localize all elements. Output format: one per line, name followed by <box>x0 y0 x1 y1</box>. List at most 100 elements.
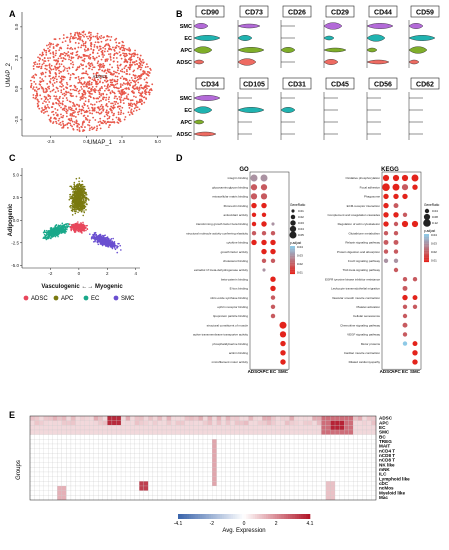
heatmap-cell <box>340 421 345 426</box>
umap-point <box>70 63 72 65</box>
umap-point <box>67 127 69 129</box>
heatmap-cell <box>217 477 222 482</box>
umap-point <box>52 90 54 92</box>
umap-point <box>129 73 131 75</box>
umap-point <box>110 84 112 86</box>
heatmap-cell <box>162 472 167 477</box>
heatmap-cell <box>71 435 76 440</box>
umap-point <box>49 119 51 121</box>
umap-point <box>145 73 147 75</box>
heatmap-cell <box>62 435 67 440</box>
trajectory-point <box>101 244 103 246</box>
umap-point <box>114 101 116 103</box>
umap-point <box>121 107 123 109</box>
heatmap-cell <box>66 458 71 463</box>
dot-row-label: Phagosome <box>364 195 380 199</box>
legend-label: ADSC <box>31 296 48 302</box>
umap-point <box>86 86 88 88</box>
umap-point <box>81 109 83 111</box>
umap-point <box>79 129 81 131</box>
heatmap-cell <box>121 467 126 472</box>
trajectory-point <box>120 249 122 251</box>
umap-point <box>113 73 115 75</box>
heatmap-cell <box>167 439 172 444</box>
umap-point <box>138 89 140 91</box>
heatmap-cell <box>253 467 258 472</box>
umap-point <box>59 63 61 65</box>
umap-point <box>41 86 43 88</box>
enrichment-dot <box>402 184 408 190</box>
umap-point <box>30 86 32 88</box>
heatmap-cell <box>94 416 99 421</box>
umap-point <box>89 112 91 114</box>
umap-point <box>114 50 116 52</box>
umap-point <box>68 56 70 58</box>
heatmap-cell <box>312 458 317 463</box>
heatmap-cell <box>180 421 185 426</box>
umap-point <box>69 41 71 43</box>
heatmap-cell <box>321 481 326 486</box>
trajectory-point <box>77 202 79 204</box>
umap-point <box>84 34 86 36</box>
heatmap-cell <box>162 444 167 449</box>
umap-point <box>84 92 86 94</box>
heatmap-cell <box>94 439 99 444</box>
trajectory-point <box>77 204 79 206</box>
umap-point <box>117 119 119 121</box>
heatmap-cell <box>185 472 190 477</box>
heatmap-cell <box>330 481 335 486</box>
heatmap-cell <box>299 435 304 440</box>
umap-point <box>116 45 118 47</box>
trajectory-point <box>82 184 84 186</box>
heatmap-cell <box>299 467 304 472</box>
umap-point <box>92 107 94 109</box>
heatmap-cell <box>340 458 345 463</box>
heatmap-cell <box>335 477 340 482</box>
umap-point <box>131 112 133 114</box>
umap-point <box>151 83 153 85</box>
heatmap-cell <box>276 449 281 454</box>
trajectory-point <box>84 228 86 230</box>
trajectory-point <box>109 245 111 247</box>
trajectory-point <box>83 186 85 188</box>
heatmap-cell <box>299 444 304 449</box>
color-legend-step <box>424 252 429 254</box>
heatmap-cell <box>203 458 208 463</box>
umap-point <box>59 47 61 49</box>
heatmap-cell <box>130 439 135 444</box>
heatmap-cell <box>89 444 94 449</box>
umap-point <box>94 119 96 121</box>
heatmap-cell <box>76 421 81 426</box>
heatmap-cell <box>85 458 90 463</box>
heatmap-cell <box>107 425 112 430</box>
heatmap-cell <box>340 477 345 482</box>
umap-point <box>115 38 117 40</box>
enrichment-dot <box>261 184 267 190</box>
heatmap-cell <box>98 430 103 435</box>
heatmap-cell <box>121 481 126 486</box>
heatmap-cell <box>299 439 304 444</box>
umap-point <box>38 88 40 90</box>
umap-point <box>33 81 35 83</box>
heatmap-cell <box>221 458 226 463</box>
heatmap-cell <box>121 416 126 421</box>
umap-point <box>83 36 85 38</box>
heatmap-cell <box>153 453 158 458</box>
trajectory-point <box>111 241 113 243</box>
umap-point <box>146 88 148 90</box>
umap-point <box>113 57 115 59</box>
trajectory-point <box>80 191 82 193</box>
heatmap-cell <box>362 444 367 449</box>
color-legend-step <box>290 250 295 252</box>
umap-point <box>45 90 47 92</box>
trajectory-point <box>107 237 109 239</box>
heatmap-cell <box>335 481 340 486</box>
umap-point <box>48 115 50 117</box>
umap-point <box>116 57 118 59</box>
heatmap-cell <box>171 439 176 444</box>
heatmap-cell <box>367 477 372 482</box>
heatmap-cell <box>94 430 99 435</box>
heatmap-cell <box>98 439 103 444</box>
umap-point <box>113 113 115 115</box>
heatmap-cell <box>57 477 62 482</box>
